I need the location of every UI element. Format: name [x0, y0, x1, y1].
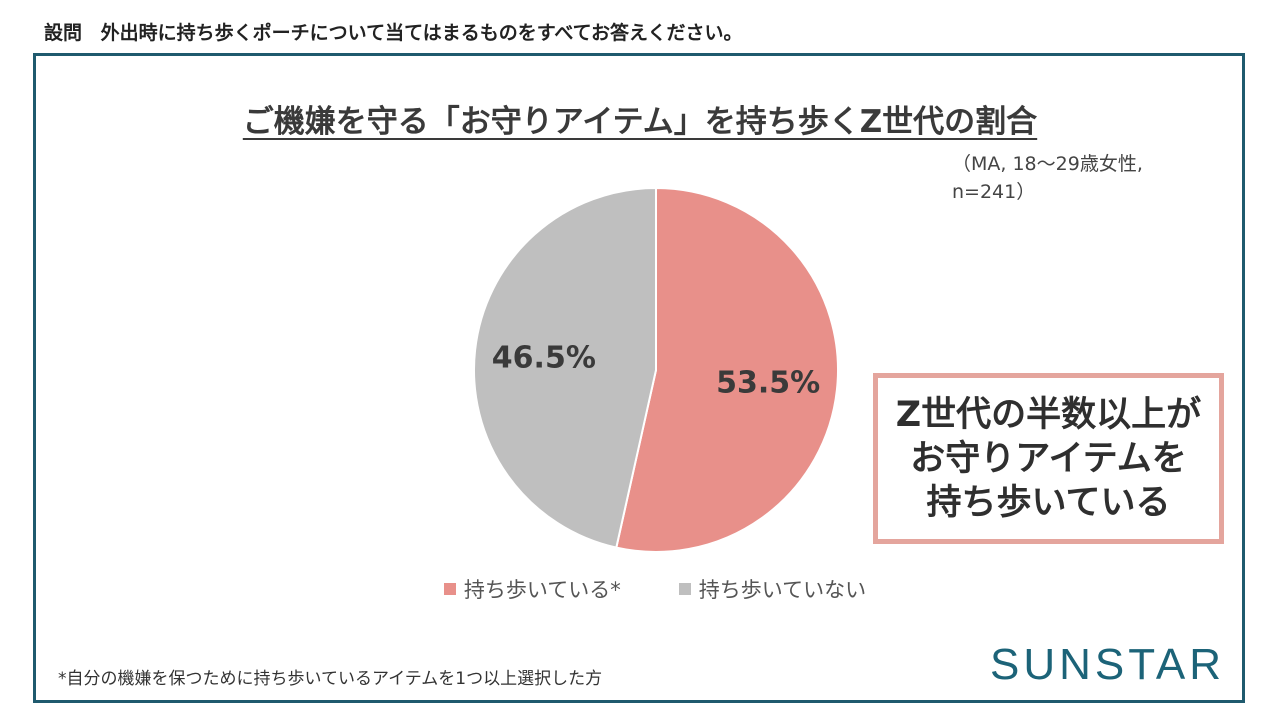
- callout-line1: Z世代の半数以上が: [895, 394, 1202, 435]
- pie-label-not-carry: 46.5%: [492, 341, 596, 376]
- callout-box: Z世代の半数以上が お守りアイテムを 持ち歩いている: [873, 373, 1224, 544]
- callout-line3: 持ち歩いている: [926, 482, 1171, 523]
- legend-label-not-carry: 持ち歩いていない: [698, 578, 867, 602]
- pie-slice-carry: [615, 186, 839, 553]
- chart-frame: [33, 53, 1245, 703]
- sunstar-logo: SUNSTAR: [990, 640, 1225, 689]
- pie-chart: 53.5% 46.5%: [473, 186, 839, 553]
- legend-label-carry: 持ち歩いている*: [463, 578, 621, 602]
- legend-item-not-carry: 持ち歩いていない: [678, 574, 867, 604]
- legend-swatch-not-carry: [678, 583, 691, 595]
- question-text: 外出時に持ち歩くポーチについて当てはまるものをすべてお答えください。: [100, 22, 743, 44]
- sample-note: （MA, 18～29歳女性, n=241）: [952, 150, 1143, 206]
- pie-slice-not-carry: [473, 186, 657, 549]
- sample-note-line1: （MA, 18～29歳女性,: [952, 153, 1143, 175]
- footnote: *自分の機嫌を保つために持ち歩いているアイテムを1つ以上選択した方: [58, 669, 603, 689]
- chart-title: ご機嫌を守る「お守りアイテム」を持ち歩くZ世代の割合: [242, 104, 1038, 140]
- legend-item-carry: 持ち歩いている*: [443, 574, 621, 604]
- legend-swatch-carry: [443, 583, 456, 595]
- survey-question: 設問 外出時に持ち歩くポーチについて当てはまるものをすべてお答えください。: [44, 18, 742, 45]
- sample-note-line2: n=241）: [952, 181, 1036, 203]
- question-tag: 設問: [44, 22, 83, 44]
- chart-legend: 持ち歩いている* 持ち歩いていない: [0, 574, 1280, 604]
- pie-label-carry: 53.5%: [716, 365, 820, 400]
- callout-line2: お守りアイテムを: [910, 438, 1187, 479]
